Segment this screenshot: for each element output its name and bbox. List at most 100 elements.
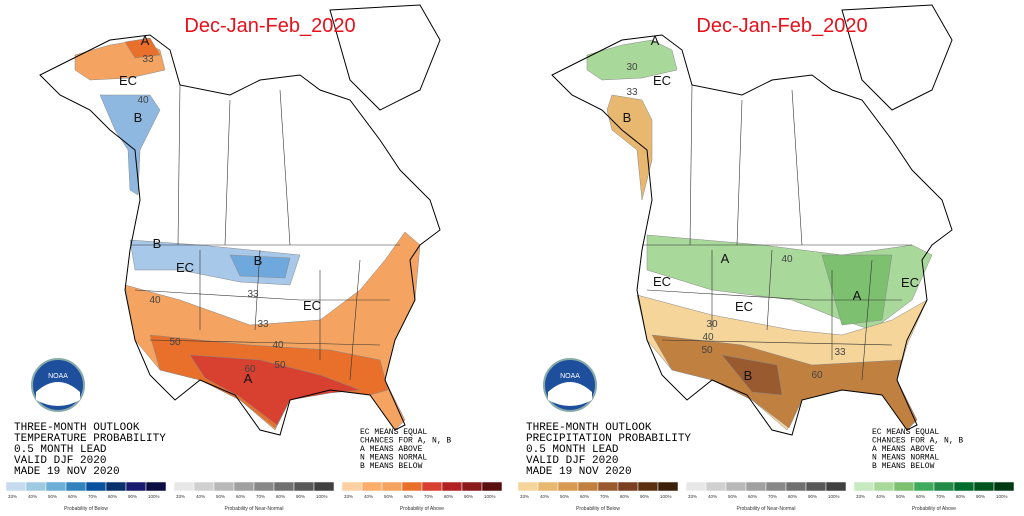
legend-swatch: [577, 481, 599, 492]
region-label: EC: [653, 73, 671, 88]
legend-label: 50%: [560, 494, 569, 499]
map-panel: Dec-Jan-Feb_2020 A EC B A EC EC A EC B 30 33 40 30 40 5…: [517, 4, 1015, 512]
legend-swatch: [253, 481, 275, 492]
legend-swatch: [537, 481, 559, 492]
probability-region: [189, 354, 361, 426]
probability-region: [721, 354, 783, 396]
legend-caption: Probability of Near-Normal: [225, 506, 284, 512]
legend-label: 70%: [936, 494, 945, 499]
legend-swatch: [65, 481, 87, 492]
legend-label: 60%: [236, 494, 245, 499]
legend-label: 33%: [520, 494, 529, 499]
ec-note: B MEANS BELOW: [360, 462, 423, 471]
outlook-line: MADE 19 NOV 2020: [526, 466, 632, 478]
outlook-line: MADE 19 NOV 2020: [14, 466, 120, 478]
legend-swatch: [893, 481, 915, 492]
legend-swatch: [213, 481, 235, 492]
legend-swatch: [913, 481, 935, 492]
legend-swatch: [273, 481, 295, 492]
legend-label: 40%: [708, 494, 717, 499]
contour-label: 60: [811, 370, 823, 381]
legend-swatch: [685, 481, 707, 492]
legend-label: 60%: [580, 494, 589, 499]
ec-note: N MEANS NORMAL: [872, 454, 939, 463]
region-label: B: [623, 110, 632, 125]
region-label: EC: [119, 73, 137, 88]
legend-swatch: [313, 481, 335, 492]
outlook-line: THREE-MONTH OUTLOOK: [526, 422, 652, 434]
legend-label: 100%: [828, 494, 840, 499]
legend-swatch: [785, 481, 807, 492]
legend-label: 40%: [28, 494, 37, 499]
legend-label: 60%: [68, 494, 77, 499]
legend-caption: Probability of Above: [912, 506, 956, 512]
legend-swatch: [953, 481, 975, 492]
contour-label: 40: [272, 340, 284, 351]
outlook-line: VALID DJF 2020: [526, 455, 618, 467]
legend-label: 80%: [620, 494, 629, 499]
map-title: Dec-Jan-Feb_2020: [696, 15, 867, 37]
legend-swatch: [5, 481, 27, 492]
legend-swatch: [341, 481, 363, 492]
contour-label: 40: [702, 332, 714, 343]
region-label: A: [651, 33, 660, 48]
probability-region: [124, 37, 161, 59]
region-label: A: [244, 371, 253, 386]
legend-swatch: [993, 481, 1015, 492]
legend-label: 50%: [384, 494, 393, 499]
legend-swatch: [825, 481, 847, 492]
legend-swatch: [173, 481, 195, 492]
logo-text: NOAA: [48, 373, 68, 380]
legend-label: 40%: [876, 494, 885, 499]
ec-note: EC MEANS EQUAL: [872, 428, 939, 437]
legend-label: 90%: [640, 494, 649, 499]
legend-swatch: [597, 481, 619, 492]
legend-label: 40%: [540, 494, 549, 499]
probability-region: [99, 94, 161, 196]
legend-label: 70%: [88, 494, 97, 499]
legend-swatch: [657, 481, 679, 492]
contour-label: 33: [257, 319, 269, 330]
contour-label: 40: [781, 254, 793, 265]
legend-label: 40%: [196, 494, 205, 499]
legend-label: 50%: [216, 494, 225, 499]
legend-swatch: [441, 481, 463, 492]
legend-label: 90%: [976, 494, 985, 499]
legend-caption: Probability of Near-Normal: [737, 506, 796, 512]
legend-swatch: [125, 481, 147, 492]
legend-label: 50%: [728, 494, 737, 499]
ec-note: A MEANS ABOVE: [360, 445, 423, 454]
legend-label: 50%: [48, 494, 57, 499]
outlook-line: THREE-MONTH OUTLOOK: [14, 422, 140, 434]
legend-swatch: [361, 481, 383, 492]
contour-label: 50: [169, 337, 181, 348]
legend-swatch: [765, 481, 787, 492]
legend-label: 90%: [464, 494, 473, 499]
legend-swatch: [557, 481, 579, 492]
legend-caption: Probability of Below: [576, 506, 620, 512]
contour-label: 33: [142, 54, 154, 65]
legend-swatch: [517, 481, 539, 492]
legend-label: 80%: [788, 494, 797, 499]
legend-label: 60%: [404, 494, 413, 499]
legend-swatch: [617, 481, 639, 492]
ec-note: CHANCES FOR A, N, B: [872, 437, 963, 446]
legend-swatch: [481, 481, 503, 492]
region-label: B: [134, 110, 143, 125]
region-label: EC: [303, 298, 321, 313]
legend-swatch: [193, 481, 215, 492]
legend-label: 70%: [424, 494, 433, 499]
legend-swatch: [45, 481, 67, 492]
contour-label: 33: [247, 289, 259, 300]
region-label: EC: [176, 260, 194, 275]
region-label: B: [153, 236, 162, 251]
legend-label: 70%: [256, 494, 265, 499]
legend-swatch: [933, 481, 955, 492]
contour-label: 50: [274, 360, 286, 371]
legend-swatch: [233, 481, 255, 492]
region-label: B: [254, 253, 263, 268]
legend-swatch: [105, 481, 127, 492]
legend-label: 60%: [916, 494, 925, 499]
legend-label: 33%: [688, 494, 697, 499]
